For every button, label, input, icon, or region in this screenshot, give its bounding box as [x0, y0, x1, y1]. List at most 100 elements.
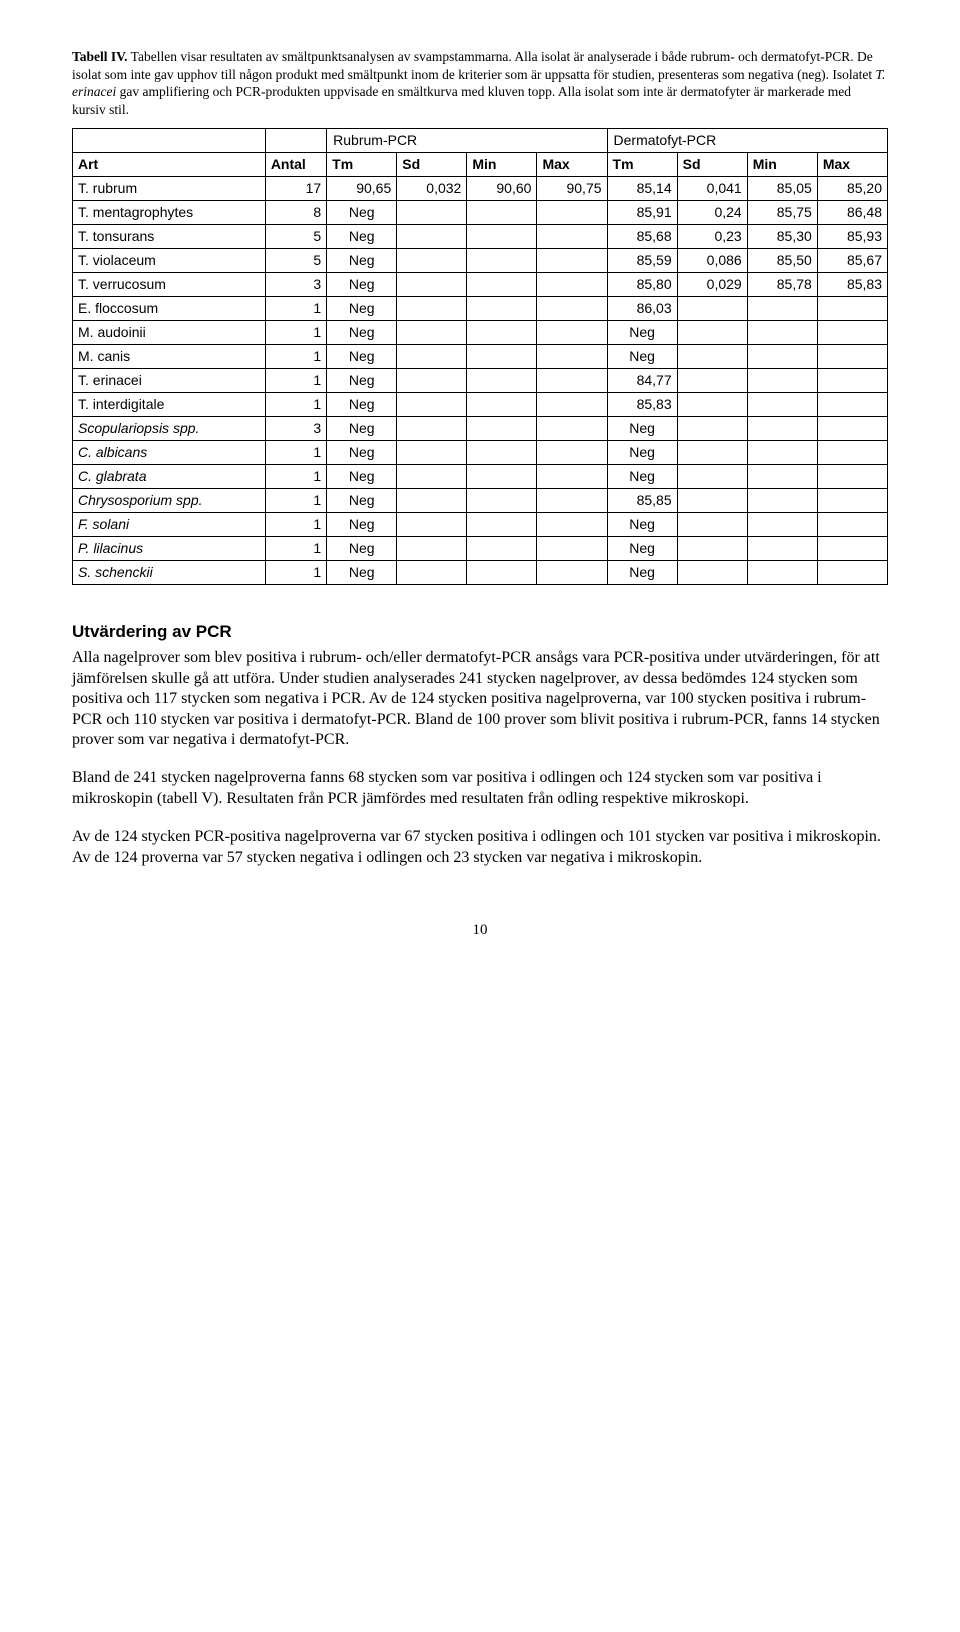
cell-rubrum — [537, 345, 607, 369]
col-sd1: Sd — [397, 153, 467, 177]
cell-dermatofyt: 85,85 — [607, 489, 677, 513]
paragraph-2: Bland de 241 stycken nagelproverna fanns… — [72, 768, 888, 809]
cell-rubrum — [397, 561, 467, 585]
cell-dermatofyt: 85,14 — [607, 177, 677, 201]
cell-dermatofyt — [817, 537, 887, 561]
cell-art: T. rubrum — [73, 177, 266, 201]
cell-dermatofyt: 85,67 — [817, 249, 887, 273]
table-caption: Tabell IV. Tabellen visar resultaten av … — [72, 48, 888, 118]
table-row: Scopulariopsis spp.3NegNeg — [73, 417, 888, 441]
cell-dermatofyt: 85,91 — [607, 201, 677, 225]
cell-dermatofyt: 85,78 — [747, 273, 817, 297]
cell-art: C. glabrata — [73, 465, 266, 489]
cell-dermatofyt — [677, 489, 747, 513]
cell-art: T. erinacei — [73, 369, 266, 393]
col-antal: Antal — [265, 153, 326, 177]
paragraph-1: Alla nagelprover som blev positiva i rub… — [72, 648, 888, 750]
cell-rubrum — [397, 513, 467, 537]
cell-rubrum: Neg — [327, 537, 397, 561]
cell-rubrum — [397, 369, 467, 393]
cell-rubrum — [467, 441, 537, 465]
cell-dermatofyt — [677, 441, 747, 465]
cell-antal: 1 — [265, 297, 326, 321]
table-body: T. rubrum1790,650,03290,6090,7585,140,04… — [73, 177, 888, 585]
cell-dermatofyt — [677, 393, 747, 417]
cell-rubrum — [537, 369, 607, 393]
super-header-left: Rubrum-PCR — [327, 129, 607, 153]
cell-dermatofyt — [817, 561, 887, 585]
cell-dermatofyt — [747, 513, 817, 537]
cell-dermatofyt — [677, 561, 747, 585]
col-max2: Max — [817, 153, 887, 177]
section-heading: Utvärdering av PCR — [72, 621, 888, 644]
table-row: E. floccosum1Neg 86,03 — [73, 297, 888, 321]
cell-dermatofyt: 85,05 — [747, 177, 817, 201]
cell-antal: 1 — [265, 393, 326, 417]
col-sd2: Sd — [677, 153, 747, 177]
cell-dermatofyt — [677, 537, 747, 561]
cell-dermatofyt — [677, 465, 747, 489]
cell-rubrum — [397, 273, 467, 297]
cell-rubrum: Neg — [327, 369, 397, 393]
cell-rubrum — [467, 369, 537, 393]
cell-rubrum — [397, 249, 467, 273]
caption-label: Tabell IV. — [72, 49, 128, 64]
cell-art: C. albicans — [73, 441, 266, 465]
cell-rubrum — [397, 201, 467, 225]
cell-dermatofyt: 85,80 — [607, 273, 677, 297]
cell-rubrum — [397, 321, 467, 345]
cell-art: E. floccosum — [73, 297, 266, 321]
cell-dermatofyt — [747, 489, 817, 513]
cell-dermatofyt — [677, 345, 747, 369]
table-row: T. erinacei1Neg84,77 — [73, 369, 888, 393]
cell-art: T. violaceum — [73, 249, 266, 273]
cell-dermatofyt — [677, 369, 747, 393]
cell-antal: 8 — [265, 201, 326, 225]
cell-rubrum — [537, 465, 607, 489]
header-row: Art Antal Tm Sd Min Max Tm Sd Min Max — [73, 153, 888, 177]
cell-dermatofyt — [817, 297, 887, 321]
cell-rubrum: Neg — [327, 393, 397, 417]
cell-dermatofyt: 85,93 — [817, 225, 887, 249]
cell-rubrum — [467, 465, 537, 489]
cell-dermatofyt — [747, 417, 817, 441]
cell-dermatofyt: 85,83 — [607, 393, 677, 417]
cell-rubrum — [397, 441, 467, 465]
cell-rubrum — [537, 273, 607, 297]
cell-dermatofyt: 85,59 — [607, 249, 677, 273]
cell-rubrum — [537, 417, 607, 441]
cell-dermatofyt: 86,03 — [607, 297, 677, 321]
cell-rubrum — [467, 345, 537, 369]
cell-dermatofyt: Neg — [607, 513, 677, 537]
table-row: Chrysosporium spp.1Neg85,85 — [73, 489, 888, 513]
cell-rubrum — [467, 561, 537, 585]
cell-art: Chrysosporium spp. — [73, 489, 266, 513]
cell-dermatofyt — [677, 297, 747, 321]
cell-rubrum — [467, 513, 537, 537]
cell-rubrum — [467, 225, 537, 249]
cell-antal: 1 — [265, 321, 326, 345]
cell-dermatofyt: Neg — [607, 537, 677, 561]
cell-rubrum — [537, 201, 607, 225]
cell-rubrum: Neg — [327, 249, 397, 273]
cell-antal: 1 — [265, 513, 326, 537]
cell-rubrum — [467, 489, 537, 513]
cell-rubrum: Neg — [327, 513, 397, 537]
cell-art: T. mentagrophytes — [73, 201, 266, 225]
cell-dermatofyt — [747, 297, 817, 321]
cell-rubrum — [537, 513, 607, 537]
cell-dermatofyt — [747, 369, 817, 393]
cell-rubrum — [537, 561, 607, 585]
cell-rubrum: Neg — [327, 297, 397, 321]
page-number: 10 — [72, 920, 888, 940]
table-row: P. lilacinus1NegNeg — [73, 537, 888, 561]
results-table: Rubrum-PCR Dermatofyt-PCR Art Antal Tm S… — [72, 128, 888, 585]
cell-dermatofyt: Neg — [607, 417, 677, 441]
cell-antal: 1 — [265, 369, 326, 393]
cell-art: Scopulariopsis spp. — [73, 417, 266, 441]
cell-antal: 1 — [265, 489, 326, 513]
cell-rubrum — [397, 393, 467, 417]
cell-rubrum — [397, 225, 467, 249]
table-row: T. rubrum1790,650,03290,6090,7585,140,04… — [73, 177, 888, 201]
cell-rubrum: Neg — [327, 225, 397, 249]
